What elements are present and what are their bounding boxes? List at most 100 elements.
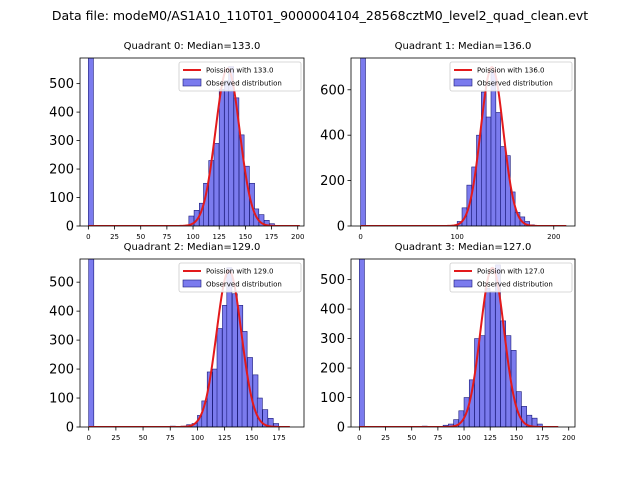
histogram-bar [495,112,501,226]
poisson-curve [88,269,290,427]
histogram-bar [218,89,225,226]
y-tick-label: 200 [320,362,345,377]
quadrant-title: Quadrant 0: Median=133.0 [124,41,261,52]
x-tick-label: 25 [110,233,119,241]
axes-frame [79,57,305,227]
quadrant-title: Quadrant 1: Median=136.0 [395,41,532,52]
y-tick-label: 0 [66,220,74,235]
x-tick-label: 100 [191,434,204,442]
quadrant-3-plot: 0 25 50 75 100 125 150 175 200 0 100 200 300 400 500 Qu… [320,242,575,442]
histogram-bar [359,259,365,427]
x-tick-label: 175 [265,233,278,241]
plot-area [360,58,567,226]
legend-curve-label: Poission with 129.0 [206,268,274,276]
histogram-bar [500,146,506,226]
axes-frame [350,57,576,227]
figure-title: Data file: modeM0/AS1A10_110T01_90000041… [52,8,588,23]
x-tick-label: 200 [547,233,560,241]
legend-bar-swatch [453,279,473,288]
legend-bar-label: Observed distribution [477,80,553,88]
y-tick-label: 500 [49,77,74,92]
legend: Poission with 136.0 Observed distribution [449,61,573,92]
y-tick-label: 500 [320,273,345,288]
y-tick-label: 100 [320,391,345,406]
histogram-bar [485,116,492,226]
y-tick-label: 400 [320,129,345,144]
x-tick-label: 50 [407,434,416,442]
legend-box [178,262,302,293]
x-tick-label: 125 [218,434,231,442]
legend-curve-label: Poission with 133.0 [206,67,274,75]
histogram-bar [531,417,538,427]
quadrant-2-plot: 0 25 50 75 100 125 150 175 0 100 200 300 400 500 Quadr… [49,242,305,442]
y-tick-label: 400 [49,106,74,121]
histogram-bar [489,291,496,427]
x-tick-label: 175 [536,434,549,442]
legend-box [178,61,302,92]
histogram-bar [256,397,263,427]
x-tick-label: 200 [291,233,304,241]
histogram-bar [262,409,269,427]
x-tick-label: 125 [213,233,226,241]
x-tick-label: 125 [484,434,497,442]
y-tick-label: 200 [49,163,74,178]
x-tick-label: 150 [510,434,523,442]
legend-curve-label: Poission with 136.0 [477,67,545,75]
legend-bar-swatch [182,78,202,87]
x-tick-label: 175 [272,434,285,442]
histogram-bar [273,423,279,427]
x-tick-label: 100 [451,233,464,241]
y-tick-label: 100 [49,392,74,407]
histogram-bar [213,143,220,226]
x-tick-label: 200 [562,434,575,442]
plot-area [359,259,559,427]
poisson-curve [88,67,300,226]
y-tick-label: 300 [49,134,74,149]
y-tick-label: 600 [320,83,345,98]
x-tick-label: 50 [139,434,148,442]
x-tick-label: 150 [245,434,258,442]
histogram-bar [360,58,366,226]
poisson-curve [359,266,559,427]
histogram-bar [88,259,95,427]
x-tick-label: 75 [166,434,175,442]
plot-area [88,58,300,226]
y-tick-label: 0 [337,220,345,235]
y-tick-label: 0 [337,421,345,436]
x-tick-label: 0 [357,434,361,442]
legend: Poission with 129.0 Observed distribution [178,262,302,293]
x-tick-label: 75 [433,434,442,442]
y-tick-label: 400 [320,303,345,318]
x-tick-label: 0 [86,233,90,241]
x-tick-label: 75 [162,233,171,241]
legend-bar-swatch [453,78,473,87]
histogram-bar [505,155,511,226]
histogram-bar [490,71,497,226]
x-tick-label: 50 [136,233,145,241]
y-tick-label: 100 [49,191,74,206]
x-tick-label: 25 [111,434,120,442]
histogram-bar [216,328,223,427]
legend-bar-label: Observed distribution [477,281,553,289]
y-tick-label: 0 [66,421,74,436]
legend-bar-label: Observed distribution [206,281,282,289]
y-tick-label: 300 [49,334,74,349]
histogram-bar [484,288,491,427]
y-tick-label: 400 [49,305,74,320]
legend: Poission with 127.0 Observed distribution [449,262,573,293]
plot-area [88,259,290,427]
legend: Poission with 133.0 Observed distribution [178,61,302,92]
legend-box [449,262,573,293]
x-tick-label: 25 [381,434,390,442]
x-tick-label: 100 [186,233,199,241]
y-tick-label: 300 [320,332,345,347]
quadrant-1-plot: 0 100 200 0 200 400 600 Quadrant 1: Median=136.… [320,41,576,241]
x-tick-label: 100 [457,434,470,442]
legend-box [449,61,573,92]
x-tick-label: 0 [86,434,90,442]
quadrant-title: Quadrant 3: Median=127.0 [395,242,532,253]
y-tick-label: 200 [320,174,345,189]
quadrant-0-plot: 0 25 50 75 100 125 150 175 200 0 100 200 300 400 500 Qu… [49,41,304,241]
histogram-bar [231,293,238,427]
